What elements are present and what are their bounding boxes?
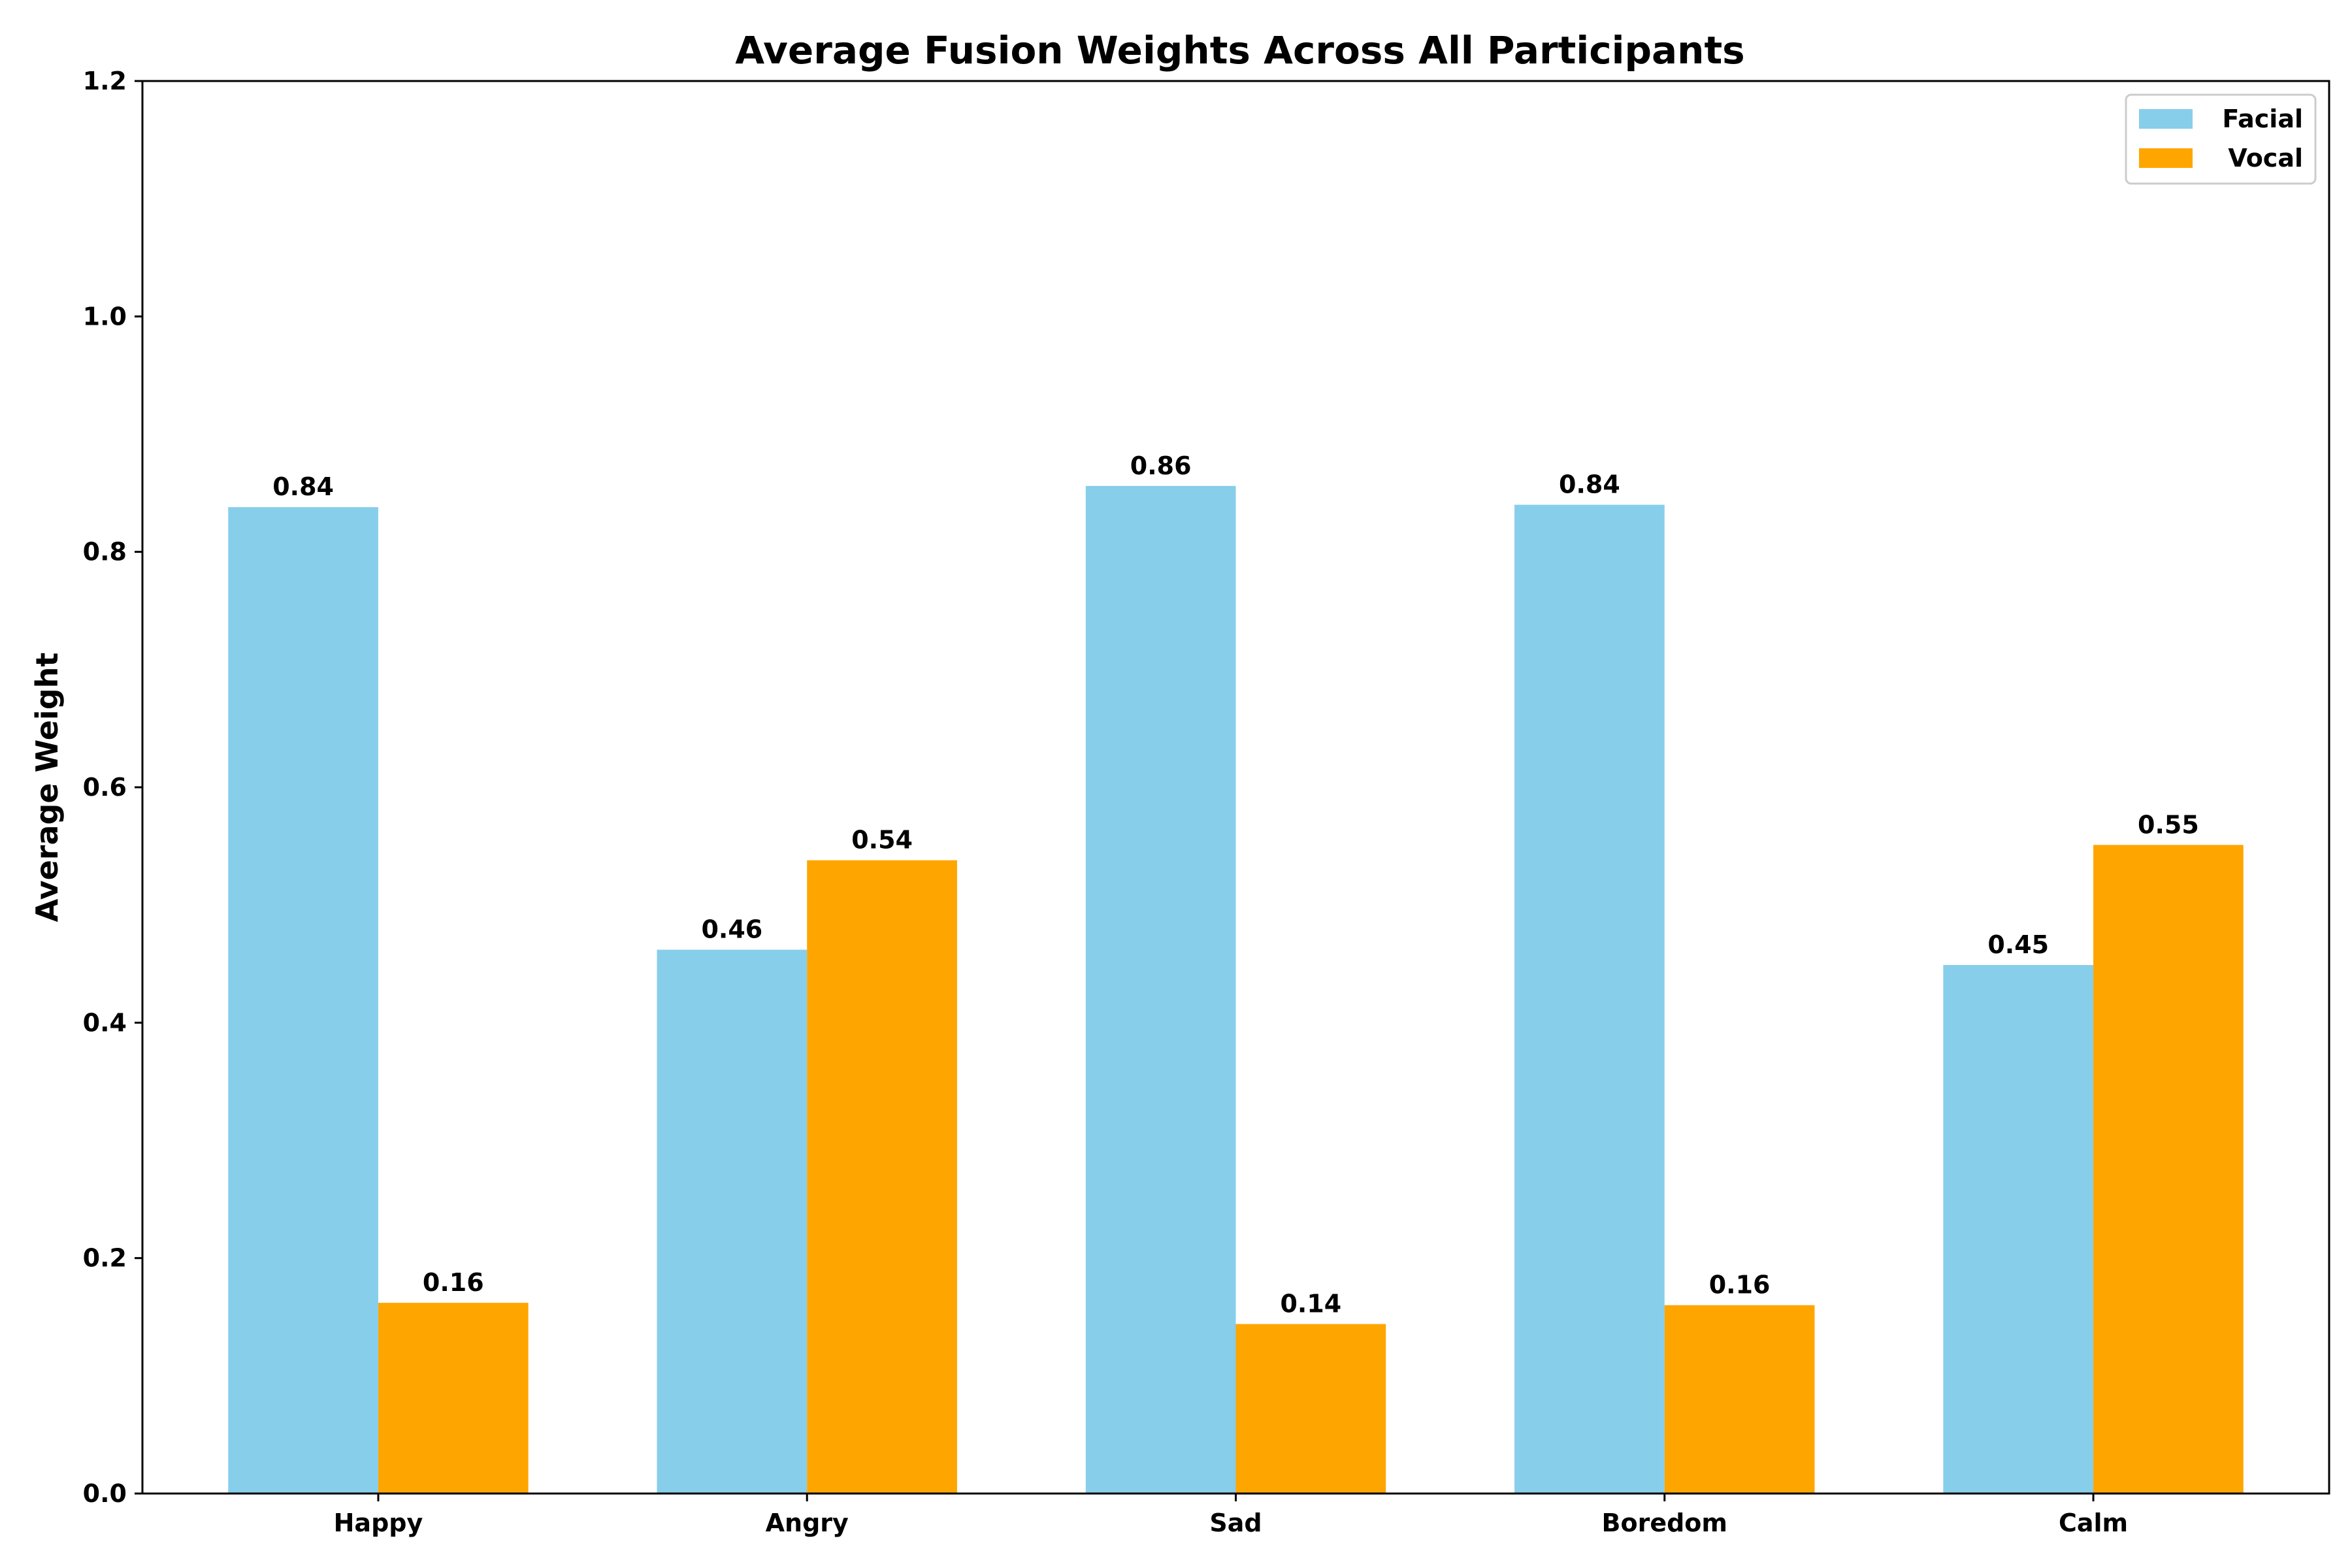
value-label-facial-sad: 0.86 (1130, 451, 1192, 480)
chart-title: Average Fusion Weights Across All Partic… (735, 28, 1744, 73)
x-axis-ticks: Happy Angry Sad Boredom Calm (334, 1494, 2128, 1537)
x-tick-label-boredom: Boredom (1602, 1509, 1728, 1537)
value-label-facial-happy: 0.84 (272, 472, 334, 501)
bar-vocal-angry (807, 860, 957, 1494)
value-label-vocal-boredom: 0.16 (1709, 1271, 1771, 1299)
x-tick-label-angry: Angry (766, 1509, 849, 1537)
y-tick-label: 0.6 (83, 773, 127, 802)
y-tick-label: 0.8 (83, 538, 127, 566)
x-tick-label-sad: Sad (1209, 1509, 1262, 1537)
y-tick-label: 0.0 (83, 1479, 127, 1508)
y-tick-label: 0.2 (83, 1244, 127, 1273)
y-axis-label: Average Weight (29, 653, 65, 923)
value-labels-group: 0.84 0.16 0.46 0.54 0.86 0.14 0.84 0.16 0.45 0.55 (272, 451, 2199, 1318)
plot-frame (141, 80, 2330, 1495)
value-label-vocal-calm: 0.55 (2138, 810, 2199, 839)
bar-facial-sad (1085, 485, 1236, 1494)
bar-facial-boredom (1514, 504, 1665, 1494)
bar-vocal-boredom (1664, 1305, 1815, 1494)
x-tick-label-happy: Happy (334, 1509, 423, 1537)
y-axis-ticks: 0.0 0.2 0.4 0.6 0.8 1.0 1.2 (83, 67, 142, 1508)
legend-label-vocal: Vocal (2228, 144, 2303, 172)
bar-vocal-happy (378, 1303, 529, 1494)
value-label-facial-calm: 0.45 (1987, 930, 2049, 959)
x-tick-label-calm: Calm (2059, 1509, 2128, 1537)
bar-facial-calm (1943, 965, 2094, 1494)
value-label-vocal-sad: 0.14 (1280, 1290, 1341, 1318)
legend-label-facial: Facial (2222, 105, 2303, 133)
value-label-facial-boredom: 0.84 (1559, 470, 1620, 499)
value-label-facial-angry: 0.46 (701, 915, 762, 944)
y-tick-label: 1.0 (83, 302, 127, 331)
bar-vocal-calm (2093, 845, 2244, 1494)
value-label-vocal-happy: 0.16 (423, 1268, 484, 1297)
bars-group (228, 485, 2244, 1494)
bar-facial-happy (228, 507, 378, 1494)
value-label-vocal-angry: 0.54 (851, 826, 913, 855)
y-tick-label: 1.2 (83, 67, 127, 95)
y-tick-label: 0.4 (83, 1008, 127, 1037)
bar-vocal-sad (1235, 1324, 1386, 1494)
bar-facial-angry (657, 949, 808, 1494)
legend-swatch-facial (2139, 109, 2193, 129)
legend-swatch-vocal (2139, 148, 2193, 168)
legend: Facial Vocal (2125, 93, 2317, 185)
